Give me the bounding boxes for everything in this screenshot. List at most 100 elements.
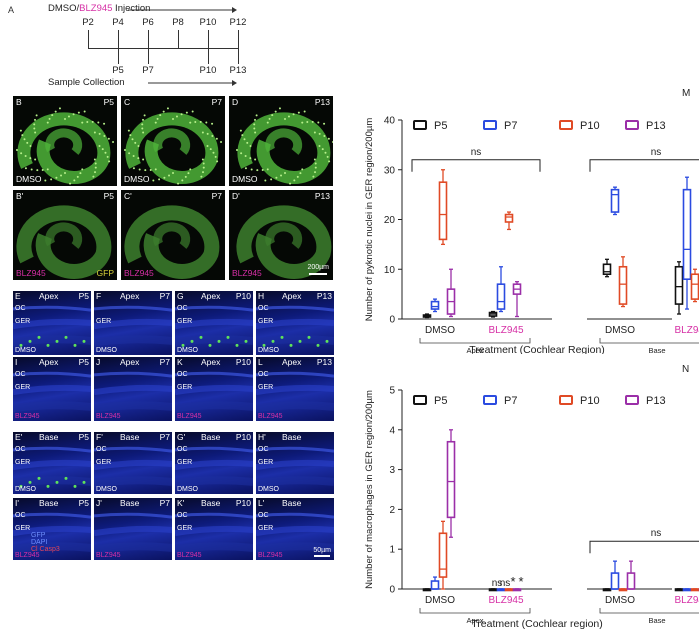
legend-swatch	[413, 120, 427, 130]
box	[626, 572, 636, 590]
box	[446, 440, 456, 519]
significance-label: ns	[651, 528, 662, 539]
ger-label: GER	[15, 318, 31, 325]
region-label: Apex	[120, 291, 140, 301]
injection-tick	[178, 30, 179, 48]
marker-label: *	[518, 574, 523, 589]
collection-label: Sample Collection	[48, 77, 125, 88]
injection-day: P12	[229, 17, 247, 28]
injection-prefix: DMSO/	[48, 3, 80, 14]
oc-label: OC	[96, 446, 107, 453]
cochlea-spiral-image	[123, 107, 223, 185]
legend-label: P13	[646, 120, 666, 132]
group-label: DMSO	[605, 325, 635, 336]
channel-legend: DAPI	[31, 539, 48, 546]
treatment-label: BLZ945	[16, 268, 46, 278]
age-label: P7	[159, 498, 170, 508]
region-label: Apex	[201, 291, 221, 301]
box	[496, 283, 506, 310]
y-tick-label: 2	[389, 505, 395, 516]
region-label: Base	[282, 432, 302, 442]
section-panel: J Apex P7 BLZ945	[94, 357, 172, 421]
injection-drug: BLZ945	[79, 3, 113, 14]
scale-label: 50µm	[313, 547, 331, 554]
panel-letter: K	[177, 357, 183, 367]
panel-letter: C'	[124, 191, 132, 201]
channel-legend: Cl Casp3	[31, 546, 60, 553]
timeline-axis	[88, 48, 238, 49]
region-label: Base	[39, 498, 59, 508]
section-image	[256, 446, 334, 488]
section-image	[256, 305, 334, 347]
section-panel: E Apex P5 OC GER DMSO	[13, 291, 91, 355]
region-label: Apex	[120, 357, 140, 367]
age-label: P5	[103, 97, 114, 107]
y-tick-label: 5	[389, 386, 395, 397]
box	[610, 188, 620, 213]
group-label: DMSO	[605, 595, 635, 606]
oc-label: OC	[258, 305, 269, 312]
whole-mount-panel: B P5 DMSO	[13, 96, 117, 186]
oc-label: OC	[258, 371, 269, 378]
y-axis-label: Number of macrophages in GER region/200µ…	[364, 390, 375, 589]
ger-label: GER	[96, 318, 112, 325]
injection-day: P8	[172, 17, 184, 28]
panel-letter: D'	[232, 191, 240, 201]
group-label: DMSO	[425, 595, 455, 606]
legend-label: P5	[434, 120, 447, 132]
chart-letter: M	[682, 88, 690, 99]
significance-bracket	[411, 159, 541, 172]
panel-letter: D	[232, 97, 239, 107]
x-axis-label: Treatment (Cochlear Region)	[469, 344, 605, 354]
channel-legend: GFP	[31, 532, 46, 539]
legend-swatch	[559, 120, 573, 130]
box	[438, 181, 448, 241]
treatment-label: DMSO	[16, 174, 42, 184]
group-label: BLZ945	[488, 325, 523, 336]
box	[690, 273, 699, 300]
injection-tick	[238, 30, 239, 48]
x-axis-label: Treatment (Cochlear region)	[471, 618, 603, 630]
oc-label: OC	[177, 512, 188, 519]
panel-letter: I'	[15, 498, 19, 508]
section-image	[256, 512, 334, 554]
oc-label: OC	[15, 512, 26, 519]
ger-label: GER	[177, 459, 193, 466]
significance-bracket	[589, 159, 699, 172]
age-label: P5	[78, 357, 89, 367]
panel-letter: C	[124, 97, 131, 107]
treatment-label: BLZ945	[177, 552, 202, 559]
box	[438, 532, 448, 578]
collection-day: P7	[142, 65, 154, 76]
injection-tick	[88, 30, 89, 48]
panel-letter: E'	[15, 432, 23, 442]
section-panel: H Apex P13 OC GER DMSO	[256, 291, 334, 355]
section-panel: F Apex P7 GER DMSO	[94, 291, 172, 355]
panel-letter: J	[96, 357, 101, 367]
region-label: Base	[39, 432, 59, 442]
region-bracket	[599, 608, 699, 614]
section-image	[175, 371, 253, 413]
panel-letter: K'	[177, 498, 185, 508]
treatment-label: BLZ945	[15, 552, 40, 559]
region-label: Apex	[466, 346, 483, 354]
group-label: DMSO	[425, 325, 455, 336]
collection-tick	[148, 48, 149, 64]
panel-letter: L	[258, 357, 263, 367]
y-tick-label: 4	[389, 425, 395, 436]
cochlea-spiral-image	[16, 205, 112, 279]
collection-day: P5	[112, 65, 124, 76]
ger-label: GER	[177, 384, 193, 391]
age-label: P5	[78, 432, 89, 442]
treatment-label: BLZ945	[15, 413, 40, 420]
cochlea-spiral-image	[15, 107, 115, 185]
section-panel: G Apex P10 OC GER DMSO	[175, 291, 253, 355]
ger-label: GER	[177, 318, 193, 325]
age-label: P7	[159, 291, 170, 301]
legend-swatch	[413, 395, 427, 405]
section-panel: J' Base P7 BLZ945	[94, 498, 172, 560]
significance-label: ns	[651, 147, 662, 158]
oc-label: OC	[15, 446, 26, 453]
injection-day: P2	[82, 17, 94, 28]
section-panel: F' Base P7 OC GER DMSO	[94, 432, 172, 494]
